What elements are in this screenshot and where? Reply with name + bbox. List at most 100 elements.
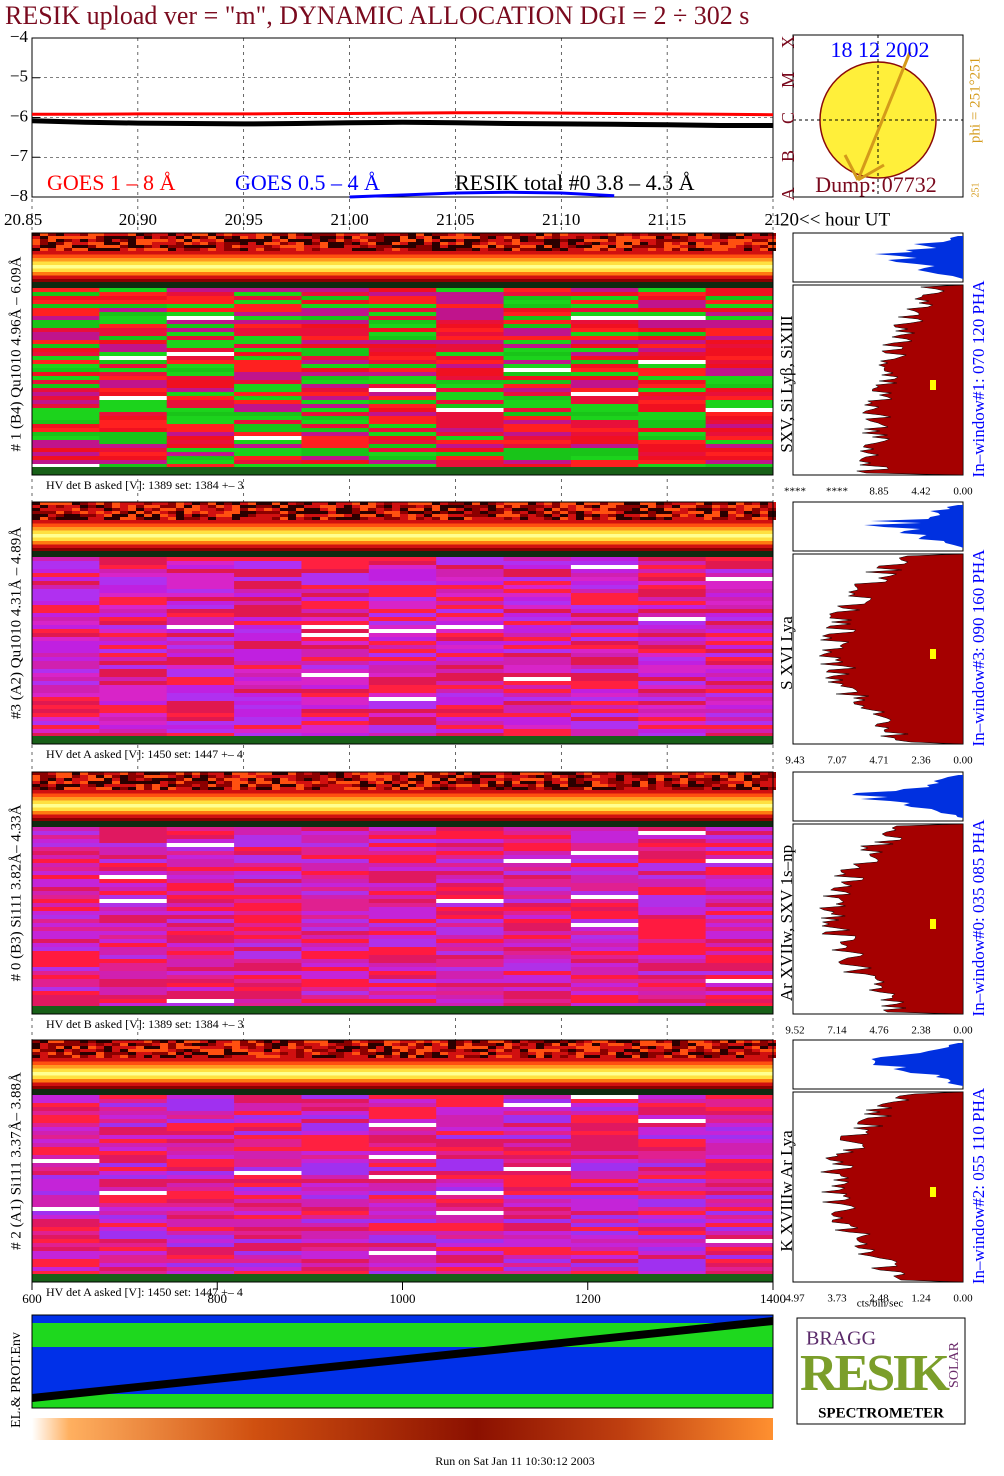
spectrogram-cell	[136, 517, 144, 520]
spectrogram-cell	[32, 1151, 100, 1155]
spectrogram-cell	[638, 725, 707, 729]
spectrogram-cell	[234, 1271, 302, 1275]
spectrogram-cell	[616, 787, 624, 790]
spectrogram-cell	[160, 1046, 168, 1049]
spectrogram-cell	[32, 1223, 100, 1227]
spectrogram-cell	[512, 781, 520, 784]
spectrogram-cell	[234, 725, 302, 729]
spectrogram-cell	[752, 1043, 760, 1046]
spectrogram-cell	[384, 781, 392, 784]
spectrogram-cell	[32, 871, 100, 875]
spectrogram-cell	[368, 847, 437, 851]
spectrogram-cell	[192, 233, 200, 236]
spectrogram-cell	[99, 653, 168, 657]
spectrogram-cell	[104, 1055, 112, 1058]
spectrogram-cell	[528, 1055, 536, 1058]
spectrogram-cell	[176, 505, 184, 508]
spectrogram-cell	[120, 1055, 128, 1058]
spectrogram-cell	[736, 245, 744, 248]
spectrogram-cell	[256, 502, 264, 505]
spectrogram-cell	[520, 1055, 528, 1058]
spectrogram-cell	[552, 236, 560, 239]
spectrogram-cell	[570, 991, 639, 995]
spectrogram-cell	[32, 368, 100, 372]
spectrogram-cell	[436, 336, 505, 340]
spectrogram-cell	[344, 248, 352, 251]
spectrogram-cell	[304, 775, 312, 778]
spectrogram-cell	[440, 248, 448, 251]
spectrogram-cell	[32, 609, 100, 613]
spectrogram-cell	[648, 781, 656, 784]
spectrogram-cell	[272, 784, 280, 787]
spectrogram-cell	[608, 784, 616, 787]
spectrogram-cell	[234, 432, 302, 436]
spectrogram-cell	[436, 1159, 505, 1163]
spectrogram-cell	[208, 502, 216, 505]
spectrogram-cell	[301, 1211, 370, 1215]
spectrogram-cell	[536, 1052, 544, 1055]
spectrogram-cell	[166, 1123, 235, 1127]
spectrogram-cell	[234, 1099, 302, 1103]
spectrogram	[32, 502, 776, 744]
spectrogram-cell	[234, 380, 302, 384]
spectrogram-cell	[301, 1099, 370, 1103]
spectrogram-cell	[570, 1107, 639, 1111]
spectrogram-cell	[99, 895, 168, 899]
spectrogram-cell	[705, 931, 774, 935]
spectrogram-cell	[503, 460, 572, 464]
spectrogram-cell	[592, 1052, 600, 1055]
spectrogram-cell	[638, 863, 707, 867]
spectrogram-cell	[436, 340, 505, 344]
spectrogram-cell	[168, 1049, 176, 1052]
spectrogram-cell	[104, 505, 112, 508]
spectrogram-cell	[704, 1040, 712, 1043]
spectrogram-cell	[368, 1055, 376, 1058]
spectrogram-cell	[503, 645, 572, 649]
spectrogram-cell	[712, 514, 720, 517]
spectrogram-cell	[144, 1055, 152, 1058]
spectrogram-cell	[638, 653, 707, 657]
spectrogram-cell	[584, 245, 592, 248]
spectrogram-cell	[503, 605, 572, 609]
spectrogram-cell	[368, 320, 437, 324]
spectrogram-cell	[301, 1163, 370, 1167]
spectrogram-cell	[72, 781, 80, 784]
spectrogram-cell	[240, 772, 248, 775]
spectrogram-cell	[272, 236, 280, 239]
spectrogram-cell	[408, 781, 416, 784]
spectrogram-cell	[705, 1211, 774, 1215]
spectrogram-cell	[592, 784, 600, 787]
spectrogram-cell	[503, 1239, 572, 1243]
spectrogram-cell	[99, 340, 168, 344]
spectrogram-cell	[88, 1040, 96, 1043]
spectrogram-cell	[240, 1052, 248, 1055]
spectrogram-cell	[144, 1043, 152, 1046]
spectrogram-cell	[288, 502, 296, 505]
spectrogram-cell	[705, 404, 774, 408]
spectrogram-cell	[752, 239, 760, 242]
spectrogram-cell	[344, 772, 352, 775]
spectrogram-cell	[472, 1046, 480, 1049]
spectrogram-cell	[192, 505, 200, 508]
spectrogram-cell	[705, 983, 774, 987]
spectrogram-cell	[208, 1043, 216, 1046]
spectrogram-cell	[88, 778, 96, 781]
spectrogram-cell	[152, 1049, 160, 1052]
spectrogram-cell	[624, 787, 632, 790]
spectrogram-cell	[704, 1049, 712, 1052]
spectrogram-cell	[304, 236, 312, 239]
spectrogram-cell	[570, 1187, 639, 1191]
spectrogram-cell	[600, 245, 608, 248]
spectrogram-cell	[301, 1191, 370, 1195]
spectrogram-cell	[168, 233, 176, 236]
spectrogram-cell	[560, 1055, 568, 1058]
spectrogram-cell	[301, 444, 370, 448]
spectrogram-cell	[160, 517, 168, 520]
spectrogram-cell	[32, 1259, 100, 1263]
spectrogram-cell	[503, 1191, 572, 1195]
spectrogram-cell	[464, 1049, 472, 1052]
spectrogram-cell	[234, 1151, 302, 1155]
spectrogram-cell	[503, 464, 572, 468]
spectrogram-cell	[64, 514, 72, 517]
spectrogram-cell	[464, 1052, 472, 1055]
